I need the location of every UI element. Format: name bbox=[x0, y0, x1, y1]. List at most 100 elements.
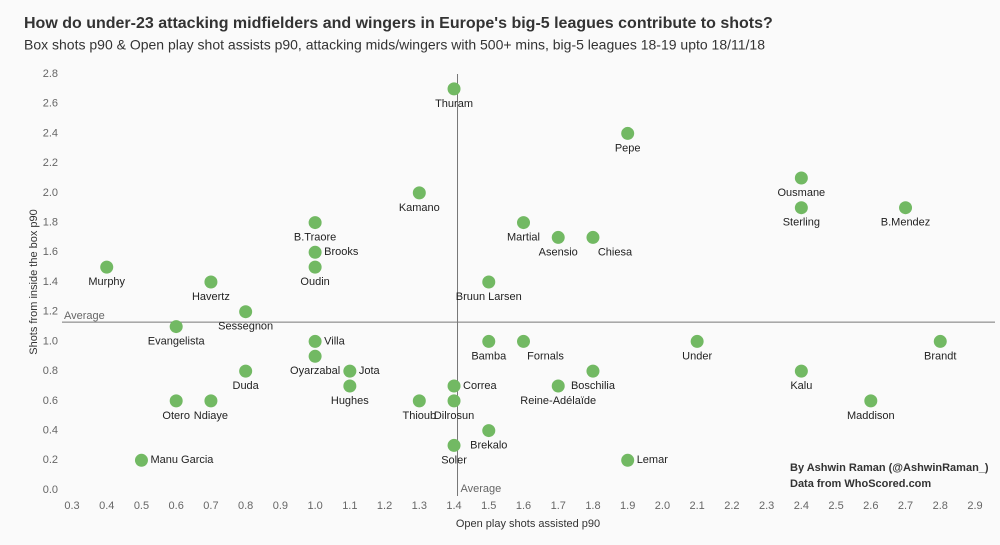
x-tick-label: 1.7 bbox=[551, 500, 566, 512]
point-label: Brekalo bbox=[470, 439, 507, 451]
point bbox=[343, 379, 357, 393]
point bbox=[308, 334, 322, 348]
x-tick-label: 1.3 bbox=[412, 500, 427, 512]
point bbox=[308, 245, 322, 259]
point-label: Kalu bbox=[790, 380, 812, 392]
point-label: Otero bbox=[162, 410, 190, 422]
x-tick-label: 1.9 bbox=[620, 500, 635, 512]
point-label: Asensio bbox=[539, 246, 578, 258]
credit: By Ashwin Raman (@AshwinRaman_) bbox=[790, 462, 989, 474]
x-axis-label: Open play shots assisted p90 bbox=[456, 518, 600, 530]
point bbox=[864, 394, 878, 408]
point-label: Bamba bbox=[471, 350, 507, 362]
point bbox=[447, 379, 461, 393]
x-tick-label: 2.3 bbox=[759, 500, 774, 512]
y-tick-label: 0.6 bbox=[43, 395, 58, 407]
y-tick-label: 1.8 bbox=[43, 216, 58, 228]
x-tick-label: 2.0 bbox=[655, 500, 670, 512]
y-tick-label: 2.8 bbox=[43, 68, 58, 80]
point-label: Maddison bbox=[847, 410, 895, 422]
y-tick-label: 2.0 bbox=[43, 187, 58, 199]
point bbox=[482, 424, 496, 438]
point-label: Boschilia bbox=[571, 380, 616, 392]
point-label: Correa bbox=[463, 380, 498, 392]
y-tick-label: 1.6 bbox=[43, 246, 58, 258]
point bbox=[690, 334, 704, 348]
credit: Data from WhoScored.com bbox=[790, 478, 931, 490]
x-tick-label: 1.4 bbox=[446, 500, 461, 512]
point bbox=[343, 364, 357, 378]
point bbox=[412, 394, 426, 408]
point-label: Brooks bbox=[324, 246, 359, 258]
point-label: Thuram bbox=[435, 98, 473, 110]
x-tick-label: 0.8 bbox=[238, 500, 253, 512]
point bbox=[239, 364, 253, 378]
point bbox=[551, 230, 565, 244]
point-label: Evangelista bbox=[148, 335, 206, 347]
point bbox=[517, 216, 530, 230]
x-tick-label: 0.9 bbox=[273, 500, 288, 512]
point bbox=[551, 379, 565, 393]
y-tick-label: 2.6 bbox=[43, 98, 58, 110]
point bbox=[308, 260, 322, 274]
point-label: Sterling bbox=[783, 217, 820, 229]
x-tick-label: 1.5 bbox=[481, 500, 496, 512]
average-label: Average bbox=[64, 310, 105, 322]
x-tick-label: 2.8 bbox=[933, 500, 948, 512]
point bbox=[308, 349, 322, 363]
point bbox=[933, 334, 947, 348]
point bbox=[204, 394, 218, 408]
point bbox=[134, 453, 148, 467]
point-label: Kamano bbox=[399, 202, 440, 214]
point-label: Lemar bbox=[637, 454, 669, 466]
point bbox=[447, 394, 461, 408]
point bbox=[447, 438, 461, 452]
average-label: Average bbox=[461, 483, 502, 495]
point bbox=[482, 275, 496, 289]
point-label: Bruun Larsen bbox=[456, 291, 522, 303]
point-label: Fornals bbox=[527, 350, 564, 362]
y-tick-label: 1.4 bbox=[43, 276, 58, 288]
y-axis-label: Shots from inside the box p90 bbox=[28, 209, 40, 355]
point-label: B.Traore bbox=[294, 231, 336, 243]
x-tick-label: 2.2 bbox=[724, 500, 739, 512]
y-tick-label: 2.4 bbox=[43, 127, 58, 139]
point bbox=[621, 453, 635, 467]
point-label: Martial bbox=[507, 231, 540, 243]
point-label: Pepe bbox=[615, 142, 641, 154]
point-label: Oudin bbox=[300, 276, 329, 288]
point bbox=[586, 230, 600, 244]
point bbox=[447, 82, 461, 96]
point-label: Soler bbox=[441, 454, 467, 466]
point-label: B.Mendez bbox=[881, 217, 931, 229]
x-tick-label: 2.5 bbox=[828, 500, 843, 512]
x-tick-label: 1.1 bbox=[342, 500, 357, 512]
point bbox=[239, 305, 253, 319]
point-label: Murphy bbox=[88, 276, 125, 288]
x-tick-label: 2.7 bbox=[898, 500, 913, 512]
point-label: Sessegnon bbox=[218, 321, 273, 333]
point bbox=[794, 201, 808, 215]
point bbox=[517, 334, 530, 348]
point bbox=[100, 260, 114, 274]
x-tick-label: 1.2 bbox=[377, 500, 392, 512]
point-label: Ousmane bbox=[777, 187, 825, 199]
y-tick-label: 0.4 bbox=[43, 424, 58, 436]
x-tick-label: 0.6 bbox=[169, 500, 184, 512]
x-tick-label: 0.4 bbox=[99, 500, 114, 512]
point-label: Hughes bbox=[331, 395, 369, 407]
x-tick-label: 2.4 bbox=[794, 500, 809, 512]
point bbox=[899, 201, 913, 215]
point-label: Jota bbox=[359, 365, 381, 377]
point bbox=[794, 364, 808, 378]
point-label: Reine-Adélaïde bbox=[520, 395, 596, 407]
y-tick-label: 1.2 bbox=[43, 306, 58, 318]
point-label: Thioub bbox=[402, 410, 436, 422]
point bbox=[169, 320, 183, 334]
x-tick-label: 2.6 bbox=[863, 500, 878, 512]
y-tick-label: 2.2 bbox=[43, 157, 58, 169]
point-label: Havertz bbox=[192, 291, 230, 303]
point-label: Villa bbox=[324, 335, 345, 347]
chart-title: How do under-23 attacking midfielders an… bbox=[24, 15, 773, 32]
